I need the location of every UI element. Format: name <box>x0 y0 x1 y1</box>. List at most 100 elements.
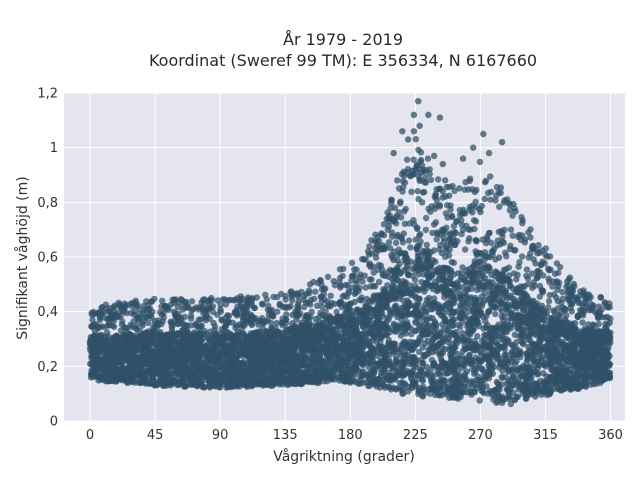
data-point <box>466 352 473 359</box>
data-point <box>427 208 434 215</box>
data-point <box>565 319 572 327</box>
data-point <box>554 286 561 293</box>
data-point <box>388 196 395 203</box>
data-point <box>324 273 332 280</box>
data-point <box>219 296 227 303</box>
data-point <box>530 279 537 286</box>
data-point <box>302 368 309 375</box>
data-point <box>595 303 602 310</box>
data-point <box>282 292 289 300</box>
data-point <box>563 312 570 319</box>
data-point <box>216 384 224 391</box>
data-point <box>461 246 469 253</box>
data-point <box>507 226 515 233</box>
data-point <box>485 230 493 237</box>
data-point <box>524 294 532 302</box>
data-point <box>444 214 451 221</box>
data-point <box>442 177 449 184</box>
data-point <box>431 295 438 302</box>
data-point <box>549 283 556 290</box>
data-point <box>327 292 334 299</box>
data-point <box>353 306 361 313</box>
data-point <box>344 303 352 311</box>
data-point <box>473 376 480 383</box>
data-point <box>294 291 302 298</box>
data-point <box>421 188 428 196</box>
data-point <box>319 311 326 318</box>
data-point <box>399 239 407 246</box>
data-point <box>512 247 519 254</box>
data-point <box>416 348 423 356</box>
data-point <box>487 173 494 180</box>
data-point <box>495 189 502 196</box>
data-point <box>372 231 379 238</box>
data-point <box>205 383 213 390</box>
data-point <box>380 221 388 228</box>
data-point <box>353 280 360 287</box>
data-point <box>447 354 455 362</box>
data-point <box>583 328 590 335</box>
data-point <box>525 280 532 288</box>
data-point <box>401 220 409 227</box>
data-point <box>433 236 440 243</box>
data-point <box>502 289 509 296</box>
data-point <box>506 245 514 253</box>
data-point <box>503 380 511 387</box>
data-point <box>458 270 465 277</box>
data-point <box>528 270 536 277</box>
data-point <box>417 231 424 238</box>
data-point <box>366 243 373 250</box>
data-point <box>385 223 393 230</box>
data-point <box>407 244 414 251</box>
data-point <box>95 324 102 331</box>
data-point <box>295 297 302 305</box>
data-point <box>403 156 411 163</box>
data-point <box>559 288 566 296</box>
data-point <box>311 295 318 303</box>
data-point <box>258 300 266 307</box>
data-point <box>500 199 508 206</box>
data-point <box>394 177 401 184</box>
data-point <box>416 295 423 303</box>
data-point <box>336 279 343 286</box>
data-point <box>422 226 430 234</box>
data-point <box>200 296 207 304</box>
data-point <box>439 349 446 356</box>
data-point <box>239 295 246 302</box>
data-point <box>356 296 363 304</box>
data-point <box>127 309 134 317</box>
data-point <box>348 259 356 266</box>
data-point <box>412 136 419 143</box>
data-point <box>168 323 175 330</box>
data-point <box>481 195 488 203</box>
data-point <box>456 185 463 192</box>
data-point <box>462 294 469 301</box>
data-point <box>419 344 426 351</box>
data-point <box>479 337 486 344</box>
data-point <box>274 308 281 315</box>
data-point <box>345 287 353 294</box>
data-point <box>466 203 473 211</box>
data-point <box>391 204 399 212</box>
data-point <box>123 327 130 334</box>
data-point <box>351 266 358 273</box>
data-point <box>487 363 495 370</box>
data-point <box>255 328 263 335</box>
data-point <box>551 270 559 277</box>
data-point <box>492 310 499 318</box>
data-point <box>432 258 439 265</box>
data-point <box>474 384 481 392</box>
data-point <box>368 276 375 283</box>
data-point <box>385 239 393 246</box>
data-point <box>473 301 480 308</box>
data-point <box>545 298 553 305</box>
data-point <box>417 158 424 165</box>
data-point <box>595 320 602 328</box>
data-point <box>554 385 561 393</box>
data-point <box>476 158 484 166</box>
data-point <box>450 316 458 323</box>
data-point <box>540 370 547 377</box>
data-point <box>459 210 466 217</box>
data-point <box>455 321 462 329</box>
